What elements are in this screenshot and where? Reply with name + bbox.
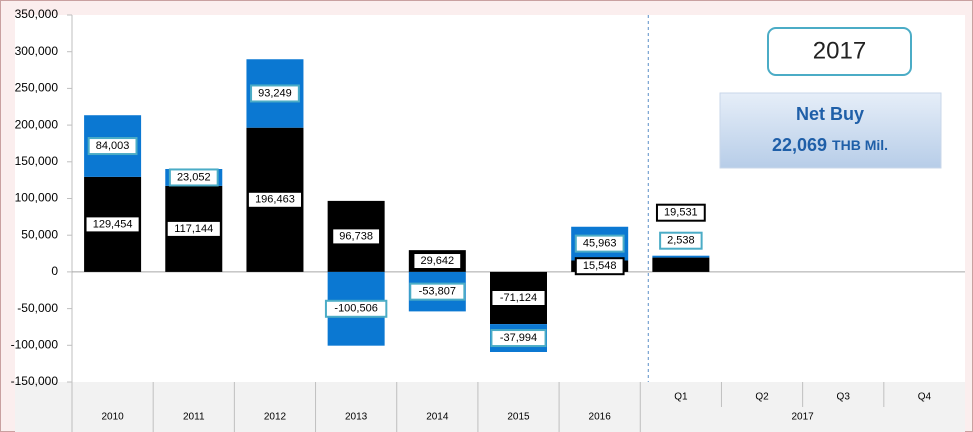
data-label: 196,463 — [255, 194, 295, 206]
y-tick-label: 250,000 — [15, 81, 59, 95]
y-tick-label: 0 — [51, 264, 58, 278]
data-label: 23,052 — [177, 171, 211, 183]
y-tick-label: -50,000 — [17, 301, 58, 315]
bar-segment — [652, 257, 710, 272]
data-label: -71,124 — [500, 292, 537, 304]
y-tick-label: 300,000 — [15, 44, 59, 58]
x-tick-label: 2010 — [101, 412, 124, 423]
data-label-box — [87, 137, 138, 156]
data-label: 84,003 — [96, 140, 130, 152]
x-tick-label: 2014 — [426, 412, 449, 423]
data-label-box — [490, 289, 547, 308]
x-tick-label: Q1 — [674, 392, 688, 403]
net-buy-number: 22,069 — [772, 135, 827, 155]
data-label: 45,963 — [583, 238, 617, 250]
data-label-box — [574, 234, 625, 253]
x-tick-label: 2016 — [589, 412, 612, 423]
x-tick-label: 2011 — [183, 412, 205, 423]
category-axis-area — [15, 382, 965, 432]
data-label: 129,454 — [93, 218, 133, 230]
data-label: 19,531 — [664, 207, 698, 219]
data-label-box — [324, 299, 388, 318]
x-tick-label: Q4 — [918, 392, 932, 403]
y-tick-label: 150,000 — [15, 154, 59, 168]
data-label-box — [250, 84, 300, 103]
data-label: 2,538 — [667, 235, 695, 247]
net-buy-label: Net Buy — [796, 104, 864, 124]
y-tick-label: 350,000 — [15, 7, 59, 21]
x-tick-label: 2013 — [345, 412, 368, 423]
data-label-box — [659, 231, 703, 250]
period-text: 2017 — [813, 37, 866, 64]
data-label: -100,506 — [334, 303, 377, 315]
marks: -150,000 -100,000 -50,000 0 50,000 100,000 150… — [11, 7, 965, 432]
data-label-box — [655, 203, 706, 222]
y-tick-label: 100,000 — [15, 191, 59, 205]
data-label-box — [409, 282, 466, 301]
net-buy-box — [719, 92, 942, 169]
data-label: -37,994 — [500, 332, 537, 344]
x-tick-label: 2012 — [264, 412, 287, 423]
data-label-box — [331, 227, 382, 246]
bar-segment — [652, 255, 710, 258]
y-tick-label: -100,000 — [11, 337, 59, 351]
net-buy-value: 22,069 THB Mil. — [772, 135, 888, 155]
y-tick-label: 200,000 — [15, 117, 59, 131]
data-label-box — [574, 257, 625, 276]
net-buy-unit: THB Mil. — [832, 137, 888, 153]
data-label: 29,642 — [420, 255, 454, 267]
x-tick-label: 2015 — [507, 412, 530, 423]
data-label-box — [490, 329, 547, 348]
data-label: 15,548 — [583, 260, 617, 272]
data-label-box — [84, 215, 141, 234]
x-tick-label: Q2 — [755, 392, 769, 403]
period-box — [767, 27, 912, 76]
data-label-box — [168, 168, 219, 187]
x-tick-label: Q3 — [837, 392, 851, 403]
y-tick-label: 50,000 — [21, 227, 58, 241]
data-label: 96,738 — [339, 230, 373, 242]
data-label: -53,807 — [419, 286, 456, 298]
data-label-box — [412, 252, 463, 271]
x-group-label: 2017 — [792, 412, 815, 423]
data-label: 117,144 — [174, 223, 213, 235]
y-tick-label: -150,000 — [11, 374, 59, 388]
data-label-box — [246, 190, 304, 209]
data-label-box — [165, 219, 222, 238]
data-label: 93,249 — [258, 87, 292, 99]
